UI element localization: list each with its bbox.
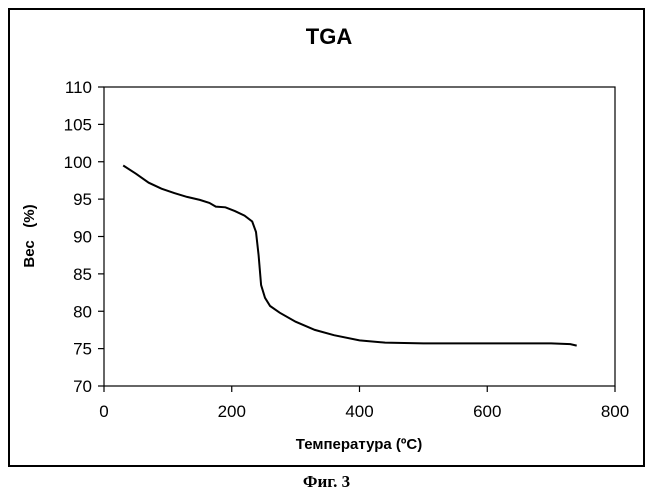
- y-axis-label: Вес (%): [21, 204, 38, 267]
- x-axis-label: Температура (ºC): [296, 436, 422, 453]
- x-axis: 0 200 400 600 800: [99, 386, 629, 421]
- y-tick-label: 110: [65, 78, 92, 97]
- y-tick-label: 90: [73, 228, 92, 247]
- x-tick-label: 800: [601, 402, 629, 421]
- y-tick-label: 85: [73, 265, 92, 284]
- y-tick-label: 100: [64, 153, 92, 172]
- y-tick-label: 105: [64, 115, 92, 134]
- figure-caption: Фиг. 3: [0, 472, 653, 492]
- x-tick-label: 400: [345, 402, 373, 421]
- y-axis: 70 75 80 85 90 95 100 105 110: [64, 78, 104, 396]
- y-tick-label: 95: [73, 190, 92, 209]
- tga-chart: TGA 707580859095100105110 0200400600800 …: [0, 0, 653, 470]
- chart-title: TGA: [306, 24, 353, 49]
- y-tick-label: 75: [73, 340, 92, 359]
- x-tick-label: 600: [473, 402, 501, 421]
- weight-loss-curve: [123, 166, 577, 346]
- y-tick-label: 80: [73, 302, 92, 321]
- y-tick-label: 70: [73, 377, 92, 396]
- x-tick-label: 200: [218, 402, 246, 421]
- x-tick-label: 0: [99, 402, 108, 421]
